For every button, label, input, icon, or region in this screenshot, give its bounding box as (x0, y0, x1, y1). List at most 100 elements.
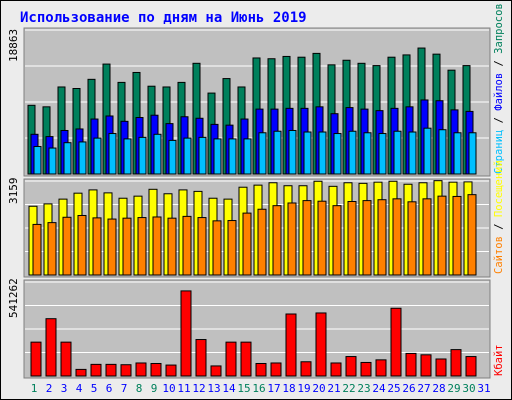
kbytes-bar (255, 362, 267, 377)
sites-bar (332, 205, 342, 276)
legend-top: Страниц / Файлов / Запросов (493, 3, 505, 174)
sites-bar (212, 220, 222, 276)
x-tick-label: 7 (121, 382, 128, 395)
kbytes-bar (300, 361, 312, 377)
legend-files: Файлов (493, 73, 505, 111)
x-tick-label: 2 (46, 382, 53, 395)
legend-bottom: Кбайт (493, 344, 505, 376)
sites-bar (152, 216, 162, 276)
x-tick-label: 21 (327, 382, 340, 395)
x-tick-label: 15 (237, 382, 250, 395)
legend-sep-1: / (493, 60, 505, 66)
x-tick-label: 3 (61, 382, 68, 395)
x-tick-label: 22 (342, 382, 355, 395)
pages-bar (303, 131, 312, 175)
x-tick-label: 18 (282, 382, 295, 395)
kbytes-bar (180, 290, 192, 377)
sites-bar (437, 195, 447, 276)
x-tick-label: 16 (252, 382, 265, 395)
pages-bar (468, 132, 477, 175)
x-tick-label: 4 (76, 382, 83, 395)
sites-bar (362, 200, 372, 276)
kbytes-bar (225, 341, 237, 377)
pages-bar (273, 130, 282, 175)
sites-bar (377, 199, 387, 276)
sites-bar (92, 217, 102, 276)
sites-bar (62, 216, 72, 276)
kbytes-bar (165, 364, 177, 377)
pages-bar (183, 137, 192, 175)
pages-bar (288, 129, 297, 175)
sites-bar (302, 200, 312, 276)
x-tick-label: 6 (106, 382, 113, 395)
chart-title: Использование по дням на Июнь 2019 (20, 10, 307, 26)
kbytes-bar (120, 364, 132, 377)
legend-sites: Сайтов (493, 236, 505, 274)
x-tick-label: 31 (477, 382, 490, 395)
legend-hits: Запросов (493, 3, 505, 54)
x-tick-label: 23 (357, 382, 370, 395)
kbytes-bar (135, 362, 147, 377)
pages-bar (453, 132, 462, 175)
pages-bar (123, 138, 132, 175)
sites-bar (317, 200, 327, 276)
x-tick-label: 1 (31, 382, 38, 395)
sites-bar (47, 222, 57, 276)
pages-bar (108, 133, 117, 175)
kbytes-bar (315, 312, 327, 377)
sites-bar (287, 202, 297, 276)
x-tick-label: 9 (151, 382, 158, 395)
sites-bar (272, 205, 282, 276)
sites-bar (32, 223, 42, 276)
pages-bar (93, 137, 102, 175)
x-tick-label: 14 (222, 382, 236, 395)
kbytes-bar (105, 363, 117, 377)
kbytes-bar (195, 339, 207, 377)
legend-sep: / (493, 223, 505, 229)
x-tick-label: 27 (417, 382, 430, 395)
visits-y-max-label: 3159 (7, 178, 20, 205)
x-tick-label: 8 (136, 382, 143, 395)
legend-pages: Страниц (493, 130, 505, 174)
x-tick-label: 24 (372, 382, 386, 395)
pages-bar (33, 146, 42, 175)
kbytes-bar (60, 341, 72, 377)
kbytes-bar (240, 341, 252, 377)
kbytes-bar (465, 356, 477, 377)
kbytes-bar (270, 362, 282, 377)
kbytes-bar (30, 341, 42, 377)
kbytes-bar (405, 352, 417, 377)
kbytes-bar (435, 358, 447, 377)
x-tick-label: 30 (462, 382, 475, 395)
sites-bar (257, 208, 267, 276)
pages-bar (438, 129, 447, 175)
x-tick-label: 25 (387, 382, 400, 395)
legend-sep-2: / (493, 117, 505, 123)
kbytes-bar (210, 365, 222, 377)
pages-bar (63, 142, 72, 175)
bars (27, 47, 477, 377)
sites-bar (242, 212, 252, 276)
x-tick-label: 19 (297, 382, 310, 395)
sites-bar (347, 201, 357, 276)
sites-bar (197, 217, 207, 276)
pages-bar (333, 133, 342, 175)
sites-bar (452, 195, 462, 276)
sites-bar (107, 218, 117, 276)
x-tick-label: 29 (447, 382, 460, 395)
pages-bar (228, 138, 237, 175)
pages-bar (393, 130, 402, 175)
pages-bar (243, 138, 252, 175)
kbytes-bar (150, 362, 162, 377)
kbytes-bar (285, 313, 297, 377)
x-tick-label: 28 (432, 382, 445, 395)
pages-bar (213, 138, 222, 175)
legend-visits: Посещений (493, 160, 505, 217)
pages-bar (378, 133, 387, 175)
x-tick-label: 12 (192, 382, 205, 395)
pages-bar (258, 132, 267, 175)
sites-bar (467, 194, 477, 276)
kbytes-bar (330, 362, 342, 377)
pages-bar (168, 139, 177, 175)
sites-bar (422, 198, 432, 276)
